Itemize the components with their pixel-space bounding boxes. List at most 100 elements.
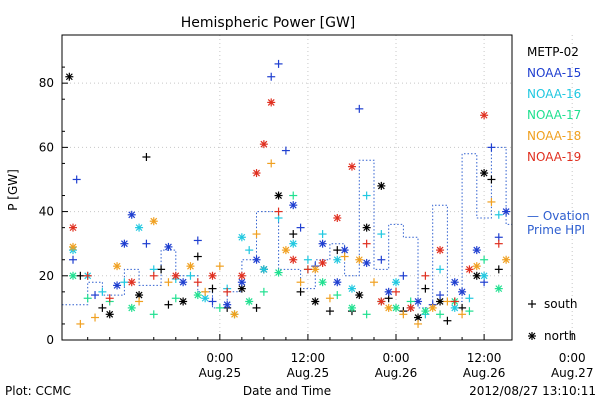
point-noaa-19-north [465,265,474,274]
point-noaa-15-south [193,236,202,245]
legend-item-noaa-16: NOAA-16 [527,87,581,101]
y-tick-label: 80 [39,76,54,90]
point-noaa-19-north [436,246,445,255]
point-noaa-18-south [325,294,334,303]
point-metp-02-south [487,175,496,184]
point-metp-02-north [472,271,481,280]
point-metp-02-south [296,287,305,296]
legend-item-noaa-17: NOAA-17 [527,108,581,122]
point-metp-02-south [98,303,107,312]
point-noaa-15-north [127,210,136,219]
point-noaa-18-north [149,217,158,226]
point-noaa-18-south [91,313,100,322]
point-noaa-16-north [289,239,298,248]
point-noaa-17-north [274,268,283,277]
point-noaa-15-south [142,239,151,248]
point-noaa-17-north [127,303,136,312]
y-axis-label: P [GW] [6,169,20,211]
point-noaa-18-north [355,255,364,264]
point-metp-02-south [494,265,503,274]
point-noaa-16-north [201,294,210,303]
point-noaa-16-south [436,265,445,274]
point-noaa-15-north [223,300,232,309]
point-noaa-19-south [105,294,114,303]
x-tick-time-label: 12:00 [467,351,502,365]
y-tick-label: 20 [39,269,54,283]
x-tick-time-label: 0:00 [559,351,586,365]
y-axis-ticks: 0 20 40 60 80 [39,66,68,347]
legend-item-noaa-18: NOAA-18 [527,129,581,143]
point-metp-02-north [65,72,74,81]
point-noaa-19-south [149,271,158,280]
point-noaa-15-north [179,278,188,287]
point-noaa-15-south [377,255,386,264]
point-noaa-19-south [83,271,92,280]
point-noaa-15-north [450,278,459,287]
point-metp-02-south [142,153,151,161]
point-metp-02-north [135,291,144,300]
point-noaa-17-south [333,291,342,300]
point-noaa-19-north [208,271,217,280]
point-noaa-16-north [480,271,489,280]
point-noaa-19-south [223,287,232,296]
point-noaa-19-north [406,303,415,312]
x-tick-time-label: 12:00 [291,351,326,365]
point-noaa-19-north [377,297,386,306]
point-noaa-18-south [340,252,349,261]
point-metp-02-north [105,310,114,319]
point-metp-02-south [76,271,85,280]
y-tick-label: 40 [39,205,54,219]
point-noaa-18-north [281,246,290,255]
point-metp-02-north [274,191,283,200]
point-noaa-15-south [355,104,364,113]
point-noaa-19-north [127,278,136,287]
point-noaa-15-north [333,278,342,287]
point-metp-02-north [480,169,489,178]
point-noaa-19-north [69,223,78,232]
point-noaa-15-south [208,297,217,306]
point-noaa-19-south [303,265,312,274]
point-noaa-15-north [472,246,481,255]
point-noaa-15-north [318,239,327,248]
point-noaa-17-north [318,278,327,287]
point-metp-02-south [208,284,217,293]
point-metp-02-south [164,300,173,309]
point-noaa-16-north [237,233,246,242]
point-noaa-16-south [362,191,371,200]
point-noaa-18-north [113,262,122,271]
point-noaa-16-south [245,246,254,255]
point-metp-02-south [333,246,342,255]
point-noaa-16-north [333,255,342,264]
point-noaa-17-south [259,287,268,296]
point-noaa-16-north [259,265,268,274]
point-metp-02-north [179,297,188,306]
ovation-label-2: Prime HPI [527,223,585,237]
point-noaa-15-south [72,175,81,184]
point-noaa-15-north [120,239,129,248]
point-noaa-19-north [171,271,180,280]
point-metp-02-north [377,181,386,190]
point-noaa-18-south [458,310,467,319]
point-metp-02-south [252,303,261,312]
point-noaa-18-south [201,287,210,296]
point-metp-02-north [311,297,320,306]
point-metp-02-north [355,291,364,300]
ovation-hpi-line [62,140,513,315]
point-noaa-16-south [377,230,386,239]
point-noaa-19-north [480,111,489,120]
point-noaa-16-south [98,287,107,296]
point-noaa-15-north [502,207,511,216]
point-noaa-17-south [465,307,474,316]
y-tick-label: 60 [39,140,54,154]
point-noaa-16-north [135,223,144,232]
point-noaa-19-south [421,271,430,280]
point-metp-02-south [443,316,452,325]
marker-symbol-south [528,300,536,308]
point-noaa-17-south [436,310,445,319]
point-noaa-15-north [289,201,298,210]
point-noaa-16-south [494,210,503,219]
hpi-step-line [62,140,513,315]
point-noaa-17-north [69,271,78,280]
point-noaa-15-south [296,223,305,232]
point-noaa-15-north [113,281,122,290]
